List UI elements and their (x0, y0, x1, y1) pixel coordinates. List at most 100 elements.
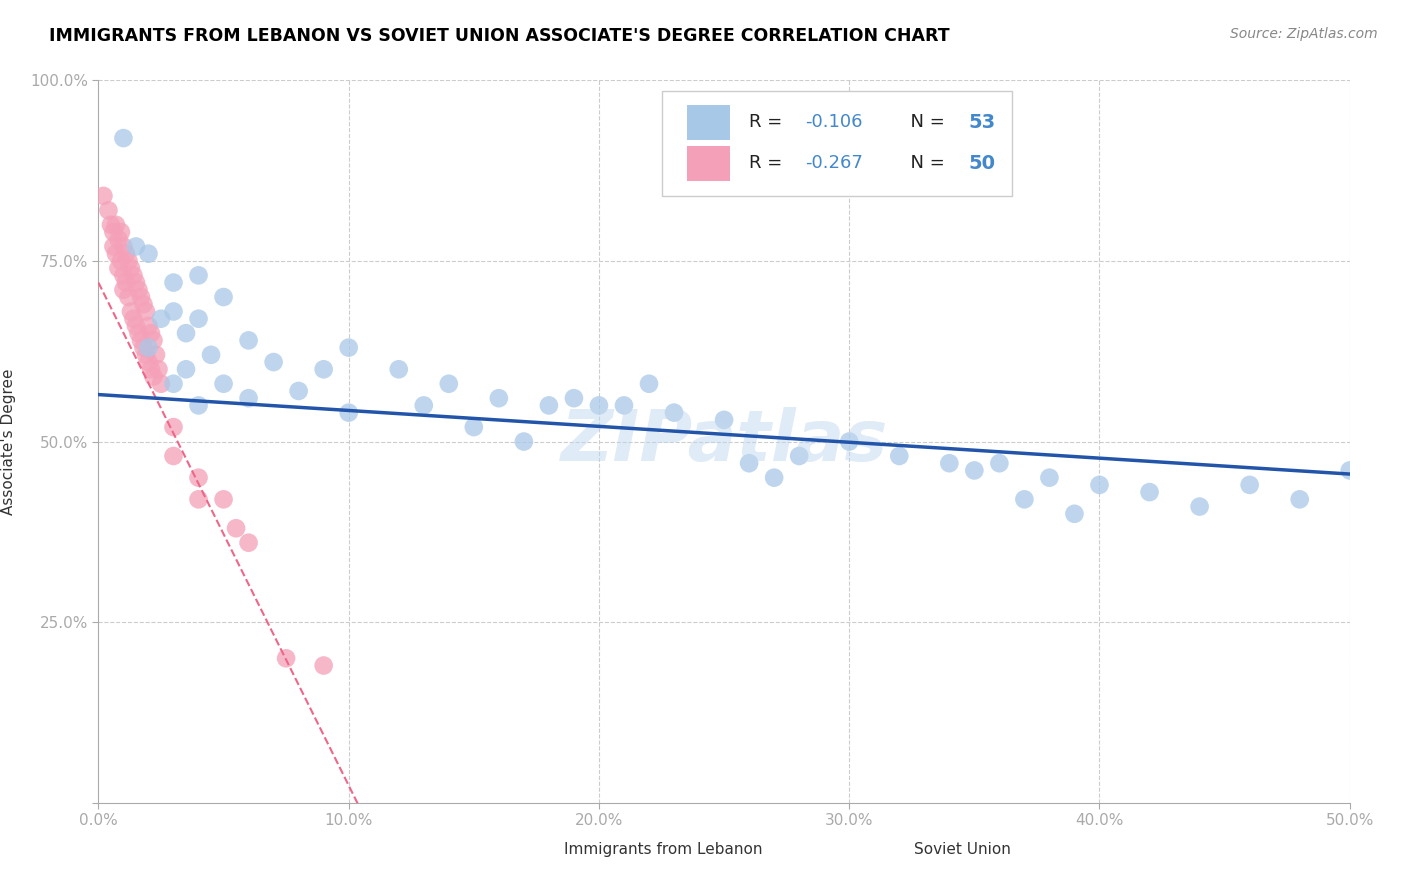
Point (1288, 492, 1310, 507)
Point (129, 290, 152, 304)
Point (238, 535, 260, 549)
Point (537, 398, 560, 412)
Point (437, 376, 460, 391)
Point (562, 391, 585, 405)
Point (117, 253, 139, 268)
Point (1188, 500, 1211, 514)
Point (187, 492, 209, 507)
Text: 53: 53 (969, 112, 995, 132)
Point (103, 225, 125, 239)
Point (145, 348, 167, 362)
Text: ZIPatlas: ZIPatlas (561, 407, 887, 476)
Text: N =: N = (900, 154, 950, 172)
Point (112, 283, 135, 297)
Point (135, 348, 157, 362)
FancyBboxPatch shape (686, 105, 730, 139)
Point (1339, 463, 1361, 477)
Point (120, 261, 142, 276)
Point (162, 304, 184, 318)
Point (115, 246, 138, 260)
Point (212, 492, 235, 507)
Point (104, 218, 127, 232)
Point (127, 283, 149, 297)
Point (513, 434, 536, 449)
Point (238, 391, 260, 405)
Point (312, 658, 335, 673)
Point (132, 297, 155, 311)
Point (963, 463, 986, 477)
Text: N =: N = (900, 113, 950, 131)
Text: -0.106: -0.106 (806, 113, 863, 131)
Text: 50: 50 (969, 153, 995, 173)
Point (138, 341, 160, 355)
Point (125, 276, 148, 290)
Point (139, 362, 162, 376)
Text: Soviet Union: Soviet Union (914, 842, 1011, 857)
Point (488, 391, 510, 405)
Point (125, 318, 148, 333)
Point (838, 434, 860, 449)
Point (889, 449, 911, 463)
Point (162, 420, 184, 434)
Point (588, 398, 610, 412)
Point (1014, 492, 1036, 507)
Point (122, 268, 145, 283)
Point (150, 376, 173, 391)
Point (107, 261, 129, 276)
Point (125, 239, 148, 253)
Point (142, 334, 165, 348)
Point (174, 362, 197, 376)
Text: R =: R = (749, 113, 789, 131)
Point (100, 218, 122, 232)
Point (212, 290, 235, 304)
Point (103, 239, 125, 253)
Point (1038, 470, 1060, 484)
Point (187, 311, 209, 326)
FancyBboxPatch shape (686, 146, 730, 181)
Point (110, 225, 132, 239)
Point (713, 413, 735, 427)
Point (162, 376, 184, 391)
Point (97, 203, 120, 218)
Point (1063, 507, 1085, 521)
Text: Source: ZipAtlas.com: Source: ZipAtlas.com (1230, 27, 1378, 41)
Point (738, 456, 761, 470)
Point (127, 326, 149, 340)
FancyBboxPatch shape (661, 91, 1012, 196)
Point (274, 651, 298, 665)
Point (162, 449, 184, 463)
Point (412, 398, 434, 412)
Point (112, 239, 135, 253)
Point (112, 268, 135, 283)
Text: -0.267: -0.267 (806, 154, 863, 172)
Point (1239, 478, 1261, 492)
Point (187, 268, 209, 283)
Point (312, 362, 335, 376)
Point (238, 334, 260, 348)
Point (763, 470, 786, 484)
Point (463, 420, 485, 434)
Point (138, 355, 160, 369)
FancyBboxPatch shape (524, 845, 555, 868)
Point (938, 456, 960, 470)
Text: Immigrants from Lebanon: Immigrants from Lebanon (564, 842, 762, 857)
Point (138, 318, 160, 333)
Point (1088, 478, 1111, 492)
Point (117, 290, 139, 304)
Point (120, 304, 142, 318)
Point (337, 406, 360, 420)
Point (287, 384, 309, 398)
Text: R =: R = (749, 154, 789, 172)
Point (142, 369, 165, 384)
Point (148, 362, 170, 376)
Point (139, 326, 162, 340)
Point (115, 276, 138, 290)
Point (200, 348, 222, 362)
Point (988, 456, 1011, 470)
Point (388, 362, 411, 376)
FancyBboxPatch shape (875, 845, 905, 868)
Point (263, 355, 285, 369)
Point (225, 521, 247, 535)
Point (129, 334, 152, 348)
Point (174, 326, 197, 340)
